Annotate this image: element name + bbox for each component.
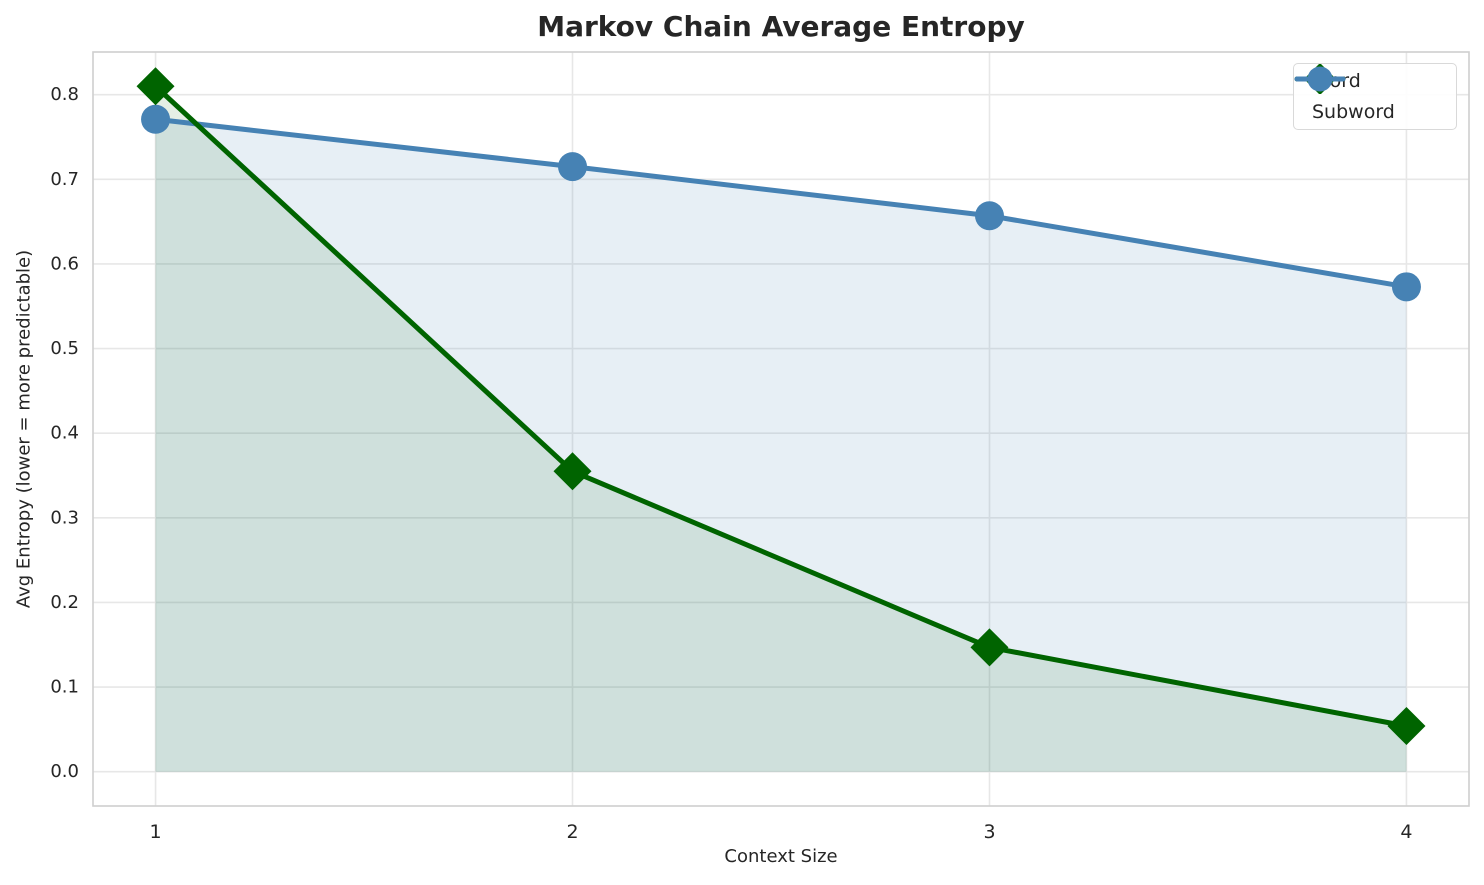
subword-line [153,116,1409,290]
y-tick-label: 0.7 [50,169,79,190]
word-area-fill [155,86,1407,772]
subword-legend-marker [1294,66,1346,92]
plot-background [93,52,1469,806]
x-tick-label: 2 [566,821,578,843]
y-tick-label: 0.6 [50,253,79,274]
legend-item-subword: Subword [1294,66,1456,128]
x-tick-label: 4 [1400,821,1412,843]
chart-title: Markov Chain Average Entropy [537,10,1025,43]
legend-label-subword: Subword [1312,101,1395,123]
word-marker [553,452,592,491]
word-line [153,83,1409,729]
word-marker [1387,707,1426,746]
y-tick-label: 0.0 [50,761,79,782]
x-axis-label: Context Size [724,846,838,867]
subword-area-fill [155,119,1407,772]
x-tick-label: 3 [983,821,995,843]
y-axis-label: Avg Entropy (lower = more predictable) [13,249,35,609]
word-marker [970,628,1009,667]
y-tick-label: 0.3 [50,507,79,528]
y-tick-label: 0.5 [50,338,79,359]
y-tick-label: 0.2 [50,592,79,613]
x-tick-label: 1 [149,821,161,843]
y-tick-label: 0.1 [50,677,79,698]
subword-circle-icon [1307,66,1333,92]
subword-marker [558,152,588,182]
y-tick-label: 0.8 [50,84,79,105]
y-tick-label: 0.4 [50,423,79,444]
subword-marker [141,104,171,134]
plot-frame [92,51,1470,807]
word-marker [136,67,175,106]
legend: Word Subword [1293,63,1457,130]
subword-marker [974,201,1004,231]
subword-marker [1391,272,1421,302]
